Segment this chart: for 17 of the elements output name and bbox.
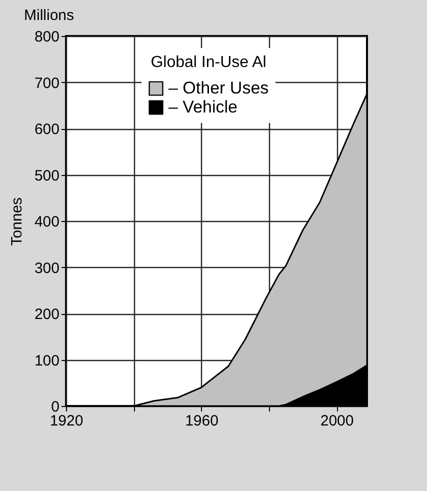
y-tick-label: 500	[34, 167, 60, 184]
text: Millions	[24, 7, 74, 24]
x-tick-label: 1920	[50, 412, 84, 430]
y-tick-label: 700	[34, 74, 60, 92]
legend-title: Global In-Use Al	[150, 54, 266, 71]
y-tick-label: 800	[34, 28, 60, 46]
legend-label: – Vehicle	[168, 98, 238, 116]
y-tick-label: 100	[34, 352, 60, 370]
y-axis-title: Tonnes	[8, 197, 26, 246]
legend-label: – Other Uses	[168, 78, 269, 98]
y-tick-label: 600	[34, 121, 60, 138]
y-tick-label: 300	[34, 260, 60, 277]
y-tick-label: 0	[51, 398, 60, 416]
y-tick-label: 200	[34, 306, 60, 323]
x-tick-label: 2000	[320, 412, 354, 430]
x-tick-label: 1960	[185, 412, 218, 430]
y-tick-label: 400	[34, 214, 60, 230]
